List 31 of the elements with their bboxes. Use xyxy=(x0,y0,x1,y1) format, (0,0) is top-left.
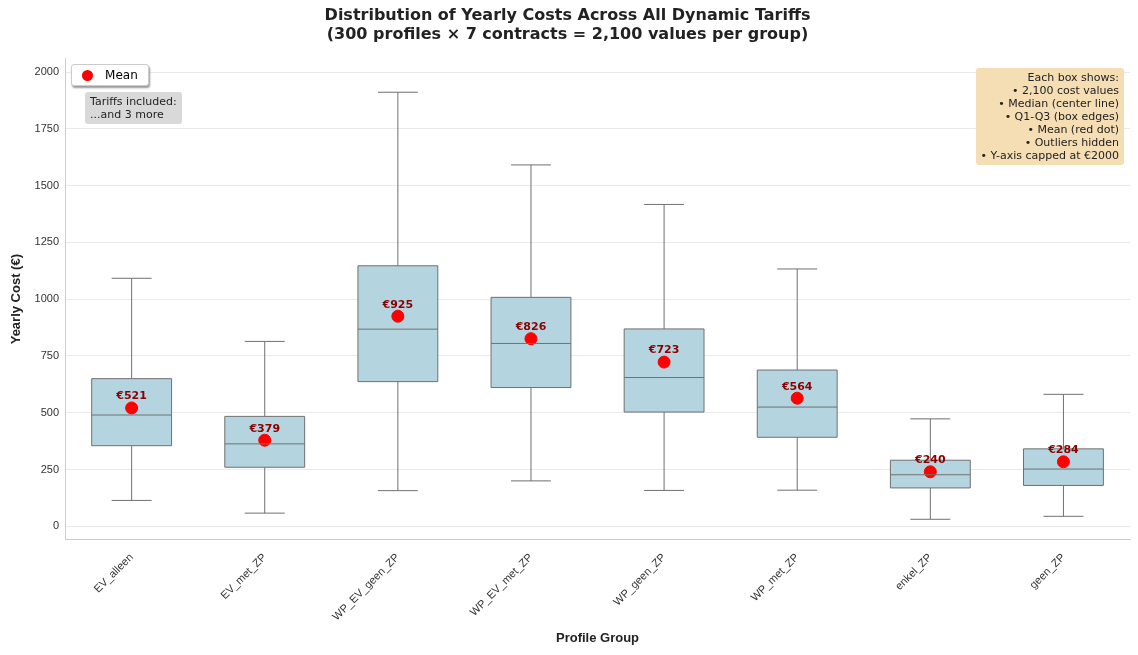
data-label: €826 xyxy=(514,320,547,334)
y-tick-label: 250 xyxy=(40,462,60,475)
annotation: Tariffs included: ...and 3 more xyxy=(85,92,182,125)
y-tick-label: 1000 xyxy=(34,292,60,305)
legend-label: Mean xyxy=(105,68,138,83)
point xyxy=(1056,455,1070,469)
y-tick-label: 2000 xyxy=(34,65,60,78)
y-axis-title: Yearly Cost (€) xyxy=(8,254,24,345)
data-label: €284 xyxy=(1047,443,1080,457)
point xyxy=(391,309,405,323)
chart-subtitle: (300 profiles × 7 contracts = 2,100 values per group) xyxy=(326,23,809,43)
x-axis-title: Profile Group xyxy=(556,629,640,645)
y-tick-label: 500 xyxy=(40,405,60,418)
chart-title: Distribution of Yearly Costs Across All Dynamic Tariffs xyxy=(324,4,811,24)
data-label: €521 xyxy=(115,389,147,403)
point xyxy=(790,391,804,405)
y-tick-label: 1500 xyxy=(34,178,60,191)
data-label: €564 xyxy=(780,379,813,393)
point xyxy=(125,401,139,415)
y-tick-label: 1750 xyxy=(34,121,60,134)
y-tick-label: 0 xyxy=(52,519,60,532)
point xyxy=(657,355,671,369)
annotation: Each box shows: • 2,100 cost values • Median (center line) • Q1-Q3 (box edges) • Mean (red dot) • Outliers hidden • Y-axis capped at €2000 xyxy=(975,68,1124,166)
point xyxy=(524,332,538,346)
data-label: €240 xyxy=(914,453,946,467)
data-label: €379 xyxy=(248,421,281,435)
data-label: €723 xyxy=(647,343,680,357)
point xyxy=(923,465,937,479)
data-label: €925 xyxy=(381,297,414,311)
y-tick-label: 750 xyxy=(40,348,60,361)
y-tick-label: 1250 xyxy=(34,235,60,248)
